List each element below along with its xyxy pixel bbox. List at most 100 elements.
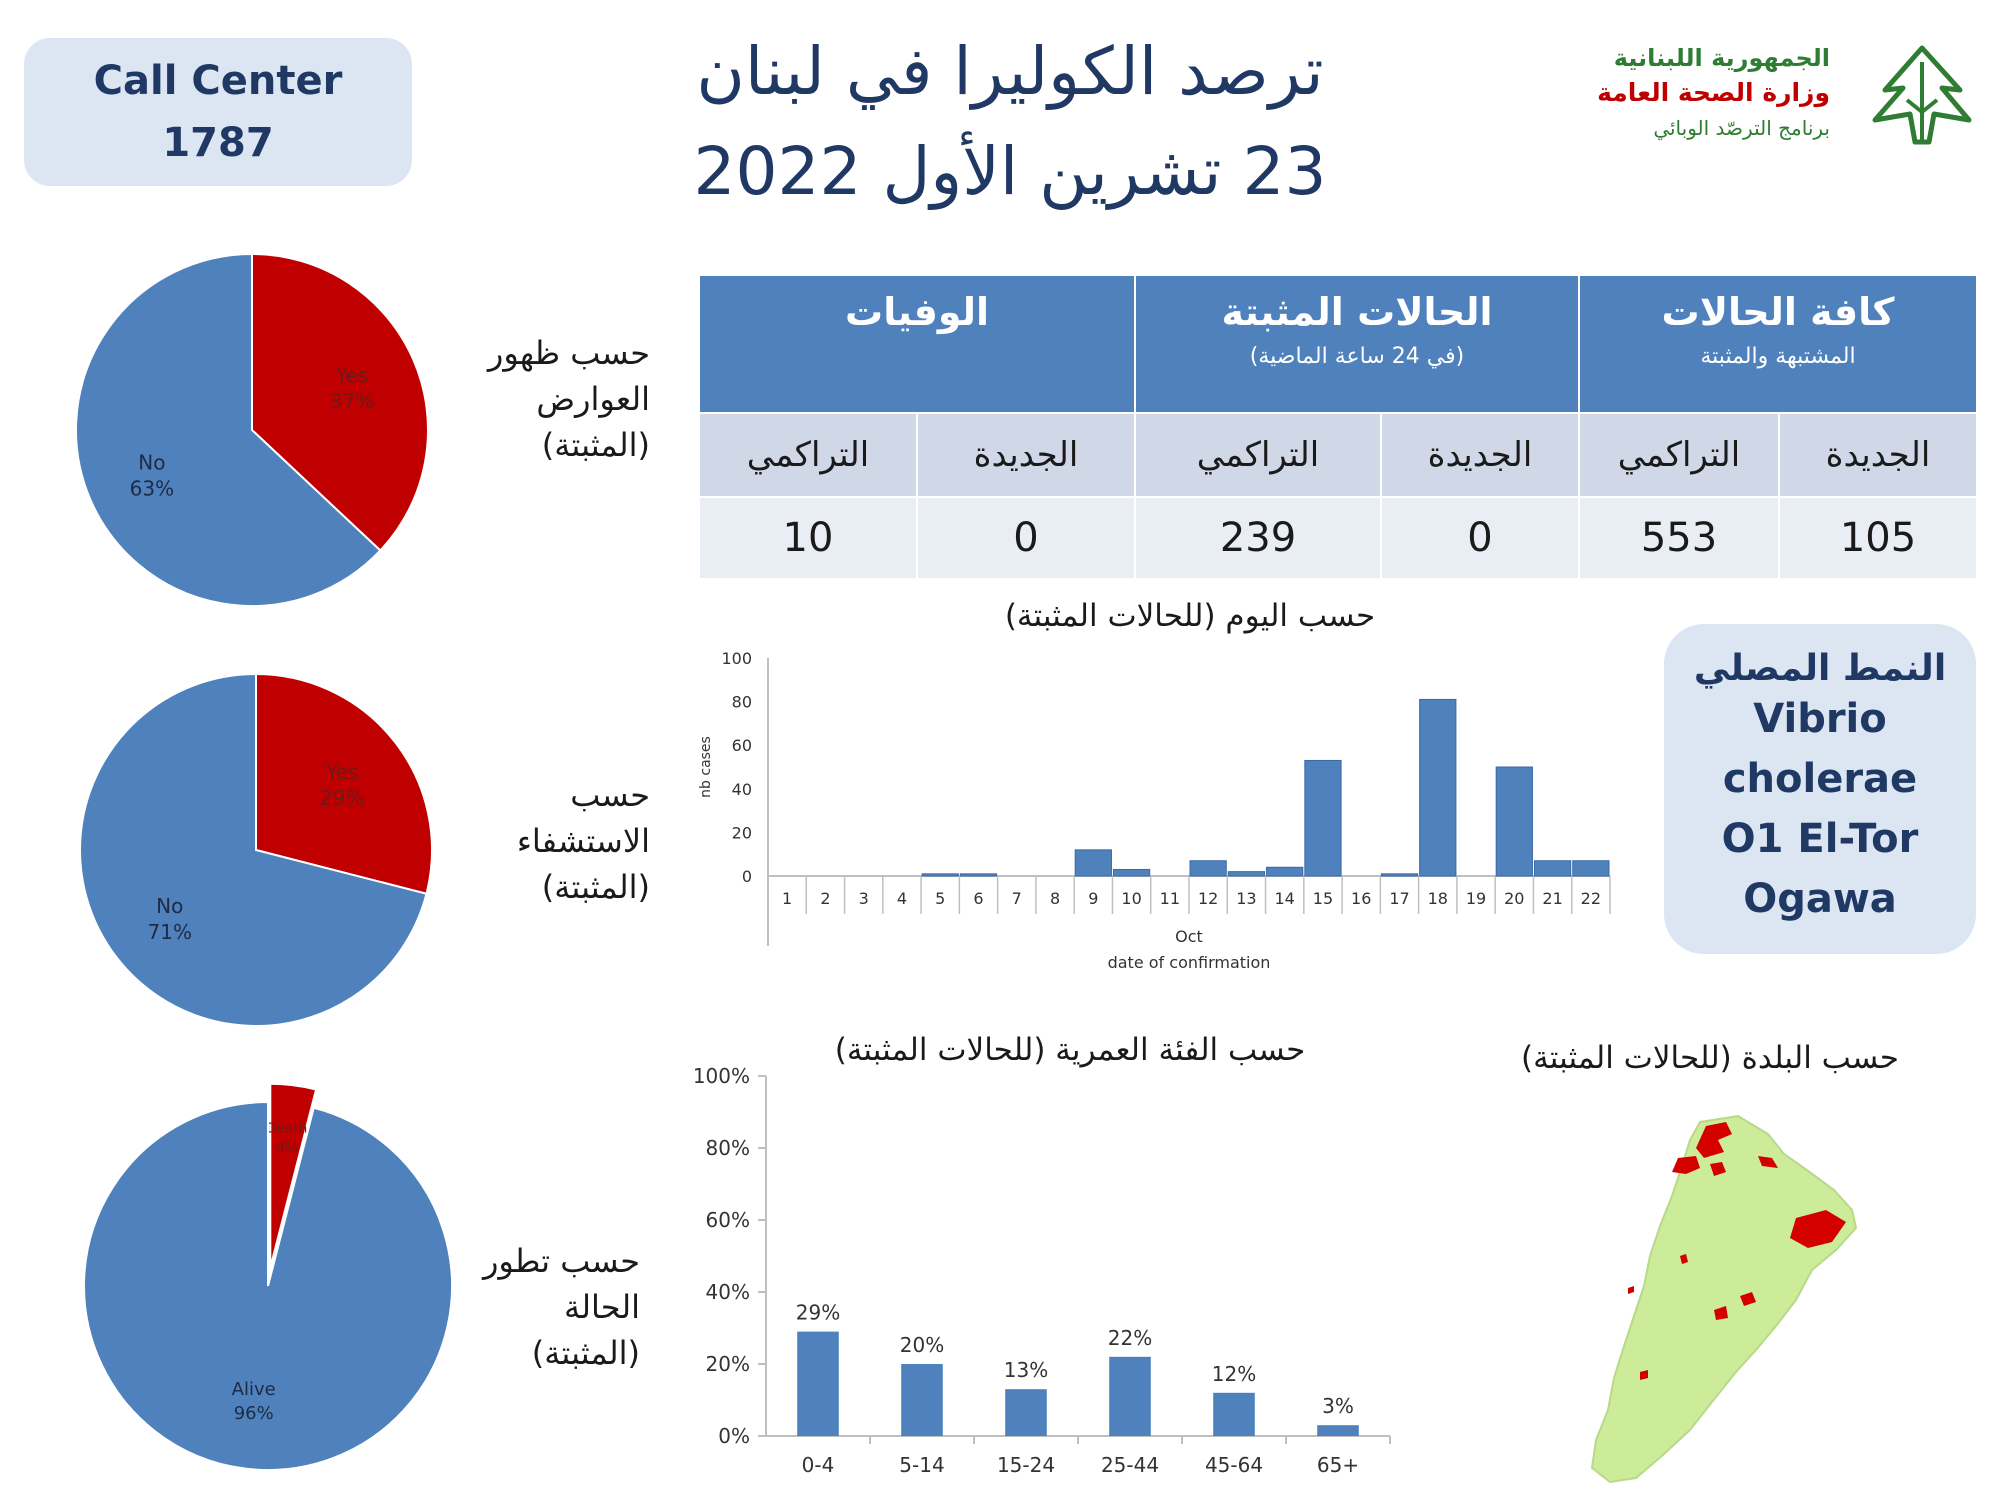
daily-y-tick-0: 0 bbox=[742, 867, 752, 886]
ministry-logo: الجمهورية اللبنانية وزارة الصحة العامة ب… bbox=[1540, 42, 1980, 152]
header-confirmed-cases: الحالات المثبتة (في 24 ساعة الماضية) bbox=[1136, 276, 1578, 412]
pie-value-hospitalization-yes: 29% bbox=[320, 786, 364, 810]
map-affected-region-bekaa-3 bbox=[1714, 1306, 1728, 1320]
age-x-tick-0-4: 0-4 bbox=[802, 1453, 835, 1477]
pie-value-symptoms-no: 63% bbox=[130, 476, 174, 500]
value-confirmed-new: 0 bbox=[1382, 498, 1578, 578]
serotype-title: النمط المصلي bbox=[1693, 648, 1947, 689]
age-bar-chart: 0% 20% 40% 60% 80% 100% 29% 0-4 20% 5-14 13% 15-24 2… bbox=[693, 1064, 1391, 1477]
daily-x-tick-15: 15 bbox=[1313, 889, 1333, 908]
daily-x-tick-20: 20 bbox=[1504, 889, 1524, 908]
daily-bar-17 bbox=[1380, 873, 1419, 877]
daily-bar-21 bbox=[1533, 860, 1572, 877]
pie-value-outcome-alive: 96% bbox=[234, 1403, 274, 1424]
serotype-line4: Ogawa bbox=[1743, 876, 1897, 922]
subheader-confirmed-cumulative: التراكمي bbox=[1136, 414, 1380, 496]
map-title: حسب البلدة (للحالات المثبتة) bbox=[1521, 1040, 1899, 1076]
map-affected-region-coast-2 bbox=[1628, 1286, 1634, 1294]
map-affected-region-coast-1 bbox=[1680, 1254, 1688, 1264]
daily-bar-13 bbox=[1227, 871, 1266, 877]
label-hospitalization: حسب الاستشفاء (المثبتة) bbox=[440, 772, 650, 910]
daily-bar-15 bbox=[1304, 759, 1342, 877]
header-deaths: الوفيات bbox=[700, 276, 1134, 412]
daily-bar-12 bbox=[1189, 860, 1227, 877]
header-all-cases: كافة الحالات المشتبهة والمثبتة bbox=[1580, 276, 1976, 412]
daily-bar-6 bbox=[959, 873, 998, 877]
daily-x-tick-7: 7 bbox=[1012, 889, 1022, 908]
age-bar-label-5-14: 20% bbox=[900, 1333, 944, 1357]
daily-bar-9 bbox=[1074, 849, 1112, 877]
label-symptoms-line2: العوارض bbox=[536, 380, 650, 418]
daily-y-tick-20: 20 bbox=[732, 823, 752, 842]
label-hospitalization-line1: حسب bbox=[570, 776, 650, 814]
age-bar-45-64 bbox=[1213, 1392, 1255, 1436]
page-title: ترصد الكوليرا في لبنان 23 تشرين الأول 20… bbox=[600, 22, 1420, 222]
age-chart-title: حسب الفئة العمرية (للحالات المثبتة) bbox=[834, 1032, 1306, 1068]
subheader-confirmed-new: الجديدة bbox=[1382, 414, 1578, 496]
label-symptoms: حسب ظهور العوارض (المثبتة) bbox=[440, 330, 650, 468]
header-all-cases-subtitle: المشتبهة والمثبتة bbox=[1700, 344, 1856, 369]
daily-x-tick-1: 1 bbox=[782, 889, 792, 908]
daily-x-tick-18: 18 bbox=[1428, 889, 1448, 908]
call-center-number: 1787 bbox=[162, 120, 274, 166]
daily-x-tick-16: 16 bbox=[1351, 889, 1371, 908]
daily-x-tick-13: 13 bbox=[1236, 889, 1256, 908]
map-affected-region-north-2 bbox=[1672, 1156, 1700, 1174]
age-bar-5-14 bbox=[901, 1364, 943, 1436]
page-title-line1: ترصد الكوليرا في لبنان bbox=[696, 33, 1324, 110]
age-bar-0-4 bbox=[797, 1331, 839, 1436]
label-symptoms-line1: حسب ظهور bbox=[487, 334, 650, 372]
pie-slice-hospitalization-no bbox=[79, 672, 428, 1027]
summary-table: كافة الحالات المشتبهة والمثبتة الحالات ا… bbox=[700, 276, 1976, 578]
daily-y-tick-60: 60 bbox=[732, 736, 752, 755]
serotype-box: النمط المصلي Vibrio cholerae O1 El-Tor O… bbox=[1664, 624, 1976, 954]
ministry-line1: الجمهورية اللبنانية bbox=[1613, 44, 1830, 72]
subheader-all-new: الجديدة bbox=[1780, 414, 1976, 496]
value-all-new: 105 bbox=[1780, 498, 1976, 578]
daily-x-tick-4: 4 bbox=[897, 889, 907, 908]
map-affected-region-north-4 bbox=[1758, 1156, 1778, 1168]
daily-bar-14 bbox=[1266, 866, 1304, 877]
daily-x-axis-label: date of confirmation bbox=[1108, 953, 1271, 972]
label-symptoms-line3: (المثبتة) bbox=[541, 426, 650, 464]
age-x-tick-65+: 65+ bbox=[1317, 1453, 1359, 1477]
daily-x-tick-12: 12 bbox=[1198, 889, 1218, 908]
age-y-tick-1: 20% bbox=[706, 1352, 750, 1376]
daily-bar-10 bbox=[1112, 868, 1151, 877]
age-y-tick-5: 100% bbox=[693, 1064, 750, 1088]
serotype-line3: O1 El-Tor bbox=[1721, 816, 1919, 862]
age-bar-label-15-24: 13% bbox=[1004, 1358, 1048, 1382]
daily-x-tick-3: 3 bbox=[859, 889, 869, 908]
lebanon-map bbox=[1590, 1114, 1858, 1484]
pie-label-symptoms-yes: Yes bbox=[335, 364, 368, 388]
daily-x-tick-17: 17 bbox=[1389, 889, 1409, 908]
age-bar-label-25-44: 22% bbox=[1108, 1326, 1152, 1350]
pie-label-hospitalization-yes: Yes bbox=[325, 760, 358, 784]
age-bar-25-44 bbox=[1109, 1356, 1151, 1436]
call-center-box: Call Center 1787 bbox=[24, 38, 412, 186]
daily-bar-20 bbox=[1495, 766, 1533, 877]
label-outcome-line3: (المثبتة) bbox=[531, 1334, 640, 1372]
header-confirmed-subtitle: (في 24 ساعة الماضية) bbox=[1249, 344, 1465, 369]
age-x-tick-25-44: 25-44 bbox=[1101, 1453, 1159, 1477]
daily-y-tick-80: 80 bbox=[732, 693, 752, 712]
cedar-tree-icon bbox=[1872, 45, 1972, 145]
pie-chart-outcome: Death 4% Alive 96% bbox=[83, 1082, 453, 1471]
age-bar-label-0-4: 29% bbox=[796, 1301, 840, 1325]
daily-x-tick-21: 21 bbox=[1542, 889, 1562, 908]
daily-x-tick-2: 2 bbox=[820, 889, 830, 908]
serotype-line2: cholerae bbox=[1722, 756, 1918, 802]
ministry-line3: برنامج الترصّد الوبائي bbox=[1653, 116, 1830, 140]
label-hospitalization-line2: الاستشفاء bbox=[516, 822, 650, 860]
daily-y-tick-40: 40 bbox=[732, 780, 752, 799]
value-all-cumulative: 553 bbox=[1580, 498, 1778, 578]
daily-chart-title: حسب اليوم (للحالات المثبتة) bbox=[1004, 598, 1376, 634]
pie-label-outcome-alive: Alive bbox=[232, 1379, 276, 1400]
header-all-cases-title: كافة الحالات bbox=[1661, 290, 1895, 334]
subheader-deaths-new: الجديدة bbox=[918, 414, 1134, 496]
age-y-tick-2: 40% bbox=[706, 1280, 750, 1304]
header-confirmed-title: الحالات المثبتة bbox=[1221, 290, 1493, 334]
map-affected-region-bekaa-2 bbox=[1740, 1292, 1756, 1306]
value-deaths-cumulative: 10 bbox=[700, 498, 916, 578]
